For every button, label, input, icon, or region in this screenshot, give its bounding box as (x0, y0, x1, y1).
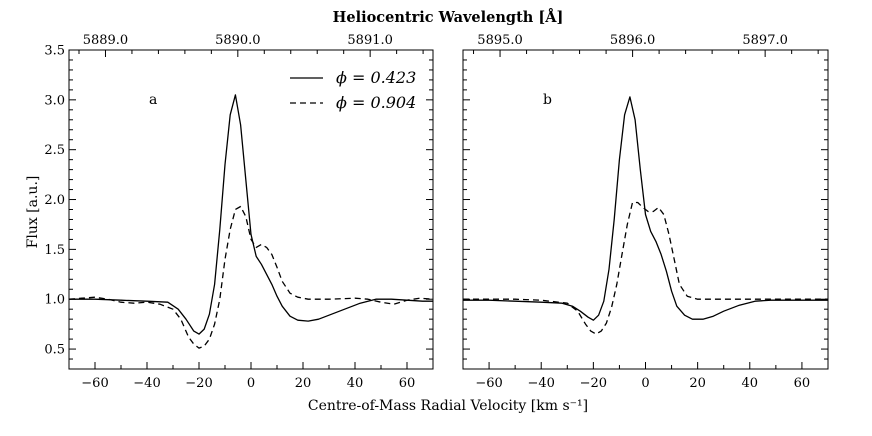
x-tick-label: −20 (580, 376, 607, 391)
x-tick-label: 20 (295, 376, 312, 391)
series-line-solid (463, 96, 828, 321)
panel-label: b (543, 92, 552, 108)
top-axis-title: Heliocentric Wavelength [Å] (333, 8, 564, 26)
legend-entry-label: ϕ = 0.423 (336, 68, 416, 87)
x-tick-label: 60 (399, 376, 416, 391)
top-tick-label: 5889.0 (83, 33, 129, 48)
x-tick-label: −40 (527, 376, 554, 391)
panel-a: −60 −40 −20 0 20 40 60 0.5 1.0 1.5 2.0 2.5 3.0 3.5 588… (44, 33, 434, 391)
x-tick-label: −60 (81, 376, 108, 391)
x-tick-label: 60 (794, 376, 811, 391)
top-tick-label: 5891.0 (347, 33, 393, 48)
legend: ϕ = 0.423 ϕ = 0.904 (290, 68, 416, 112)
y-tick-label: 2.5 (44, 143, 65, 158)
panel-label: a (149, 92, 157, 108)
y-tick-label: 3.0 (44, 93, 65, 108)
x-tick-label: −20 (185, 376, 212, 391)
y-axis-title: Flux [a.u.] (25, 176, 41, 249)
y-tick-label: 2.0 (44, 193, 65, 208)
legend-entry-label: ϕ = 0.904 (336, 93, 416, 112)
top-tick-label: 5895.0 (477, 33, 523, 48)
x-tick-label: 40 (347, 376, 364, 391)
x-tick-label: −40 (133, 376, 160, 391)
x-tick-label: 20 (689, 376, 706, 391)
x-tick-label: 40 (742, 376, 759, 391)
y-tick-label: 0.5 (44, 343, 65, 358)
top-tick-label: 5896.0 (610, 33, 656, 48)
top-tick-label: 5897.0 (742, 33, 788, 48)
x-tick-label: −60 (475, 376, 502, 391)
y-tick-label: 1.5 (44, 243, 65, 258)
x-tick-label: 0 (641, 376, 649, 391)
x-tick-label: 0 (247, 376, 255, 391)
x-axis-title: Centre-of-Mass Radial Velocity [km s⁻¹] (308, 398, 588, 414)
top-tick-label: 5890.0 (215, 33, 261, 48)
series-line-solid (69, 94, 433, 335)
series-line-dashed (68, 205, 434, 349)
panel-b: −60 −40 −20 0 20 40 60 5895.0 5896.0 5897.0 b (462, 33, 829, 391)
y-tick-label: 1.0 (44, 293, 65, 308)
y-tick-label: 3.5 (44, 44, 65, 59)
series-line-dashed (463, 201, 828, 335)
